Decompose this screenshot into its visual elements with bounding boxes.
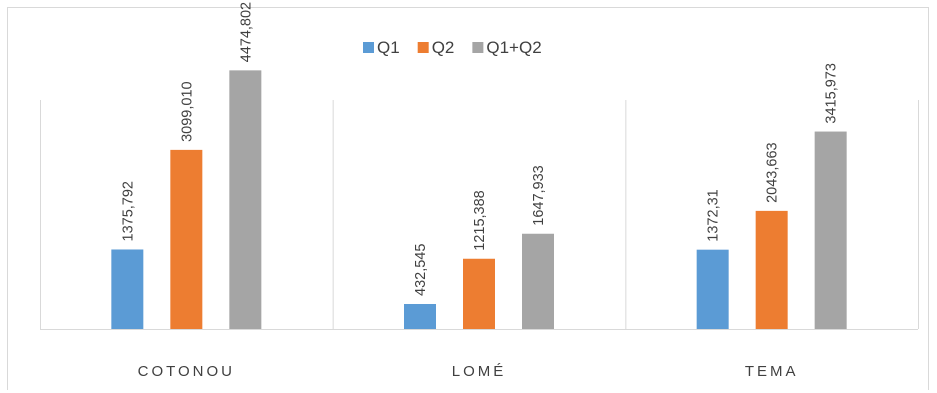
bar-q1-plus-q2-2 <box>814 131 847 329</box>
bar-q2-2 <box>755 210 788 329</box>
data-label: 3099,010 <box>179 81 195 141</box>
bar-q1-plus-q2-1 <box>522 233 554 329</box>
bar-q1-plus-q2-0 <box>229 70 262 329</box>
data-label: 2043,663 <box>765 142 781 202</box>
legend-swatch <box>417 42 429 53</box>
bars-group: 1375,792 3099,010 4474,802 432,545 1215,388 1… <box>111 2 847 329</box>
category-label: COTONOU <box>138 363 235 380</box>
bar-q2-0 <box>170 149 203 329</box>
legend-label: Q2 <box>432 38 455 57</box>
legend-label: Q1 <box>377 38 400 57</box>
category-label: TEMA <box>745 363 799 380</box>
bar-q1-0 <box>111 249 144 329</box>
data-label: 1215,388 <box>472 190 488 250</box>
legend-label: Q1+Q2 <box>486 38 541 57</box>
legend-swatch <box>363 42 374 53</box>
bar-q1-2 <box>696 249 729 329</box>
category-label: LOMÉ <box>452 363 507 380</box>
data-label: 1647,933 <box>531 165 547 225</box>
data-label: 3415,973 <box>824 63 840 123</box>
bar-q1-1 <box>404 303 436 329</box>
data-label: 4474,802 <box>238 2 254 62</box>
category-axis: COTONOU LOMÉ TEMA <box>40 100 919 380</box>
legend-swatch <box>472 42 484 53</box>
data-label: 432,545 <box>413 244 429 296</box>
chart-legend: Q1 Q2 Q1+Q2 <box>363 38 542 57</box>
bar-q2-1 <box>463 258 495 329</box>
data-label: 1375,792 <box>120 181 136 241</box>
data-label: 1372,31 <box>706 189 722 241</box>
chart-frame <box>7 7 929 390</box>
